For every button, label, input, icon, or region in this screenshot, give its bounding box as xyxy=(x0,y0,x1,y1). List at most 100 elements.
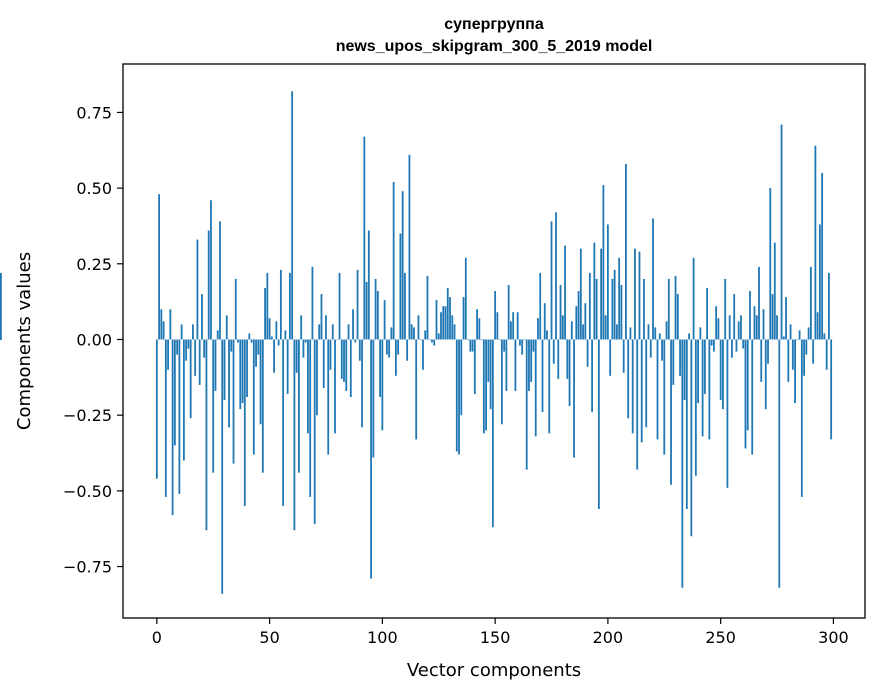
bar xyxy=(661,339,663,361)
bar xyxy=(525,339,528,470)
bar xyxy=(577,291,580,340)
bar xyxy=(602,185,605,340)
bar xyxy=(550,221,553,340)
bar xyxy=(228,339,230,428)
bar xyxy=(155,339,158,479)
bar xyxy=(176,339,179,355)
bar xyxy=(663,339,666,455)
bar xyxy=(566,339,569,379)
bar xyxy=(787,339,790,382)
bar xyxy=(613,269,616,340)
bars-group xyxy=(0,91,833,594)
bar xyxy=(293,339,296,531)
bar xyxy=(674,275,677,340)
bar xyxy=(255,339,257,367)
bar xyxy=(724,278,727,340)
bar xyxy=(658,333,661,340)
bar xyxy=(444,306,447,340)
bar xyxy=(266,272,269,340)
x-axis-ticks: 0 50 100 150 200 250 300 xyxy=(152,618,849,647)
bar xyxy=(158,194,160,340)
bar xyxy=(814,145,817,340)
bar xyxy=(647,324,650,340)
bar xyxy=(187,339,190,349)
bar xyxy=(180,324,183,340)
bar xyxy=(712,339,715,352)
bar xyxy=(591,339,593,413)
bar xyxy=(311,266,314,340)
bar xyxy=(169,309,172,340)
bar xyxy=(818,224,821,340)
bar xyxy=(803,339,805,376)
bar xyxy=(349,339,352,398)
bar xyxy=(780,124,783,340)
bar xyxy=(173,339,176,446)
bar xyxy=(446,288,449,340)
bar xyxy=(773,242,776,340)
bar xyxy=(164,339,167,497)
bar xyxy=(336,339,339,341)
bar xyxy=(212,339,215,473)
x-tick-label: 50 xyxy=(259,628,279,647)
bar xyxy=(751,339,754,455)
bar xyxy=(491,339,494,528)
y-tick-label: 0.00 xyxy=(76,330,112,349)
bar xyxy=(458,339,460,455)
bar xyxy=(805,339,808,355)
bar xyxy=(654,327,657,340)
bar xyxy=(322,339,325,388)
bar xyxy=(767,339,769,364)
bar xyxy=(665,321,668,340)
bar xyxy=(426,275,429,340)
bar xyxy=(476,309,478,340)
y-axis-ticks: −0.75 −0.50 −0.25 0.00 0.25 0.50 0.75 xyxy=(63,103,123,577)
bar xyxy=(812,339,815,364)
bar xyxy=(225,315,228,340)
bar xyxy=(390,327,393,340)
bar xyxy=(455,339,458,452)
bar xyxy=(352,309,354,340)
bar xyxy=(681,339,684,588)
bar xyxy=(221,339,224,594)
bar xyxy=(528,339,530,391)
bar xyxy=(593,242,596,340)
bar xyxy=(309,339,312,497)
bar xyxy=(755,315,758,340)
bar xyxy=(629,327,632,340)
bar xyxy=(620,284,623,340)
bar xyxy=(307,339,309,434)
bar xyxy=(555,212,557,340)
bar xyxy=(300,315,303,340)
y-tick-label: −0.25 xyxy=(63,406,112,425)
bar xyxy=(327,339,330,455)
bar xyxy=(703,339,706,394)
bar xyxy=(778,339,781,588)
bar xyxy=(358,339,361,361)
bar xyxy=(625,163,627,340)
bar xyxy=(559,284,562,340)
bar xyxy=(735,339,738,352)
bar xyxy=(600,248,603,340)
bar xyxy=(182,339,185,461)
bar xyxy=(318,324,321,340)
x-tick-label: 300 xyxy=(818,628,849,647)
bar xyxy=(388,339,391,358)
bar xyxy=(557,339,560,379)
bar xyxy=(372,339,375,458)
bar xyxy=(383,300,386,340)
bar xyxy=(546,330,548,340)
bar xyxy=(825,339,828,370)
bar xyxy=(246,339,248,398)
bar xyxy=(816,312,819,340)
bar xyxy=(706,288,709,340)
bar xyxy=(798,330,801,340)
bar xyxy=(552,339,555,364)
bar xyxy=(259,339,262,425)
chart-subtitle: news_upos_skipgram_300_5_2019 model xyxy=(336,38,653,55)
bar xyxy=(568,339,571,407)
bar xyxy=(419,339,422,341)
bar xyxy=(710,339,713,346)
y-tick-label: 0.50 xyxy=(76,179,112,198)
bar xyxy=(573,339,575,458)
bar xyxy=(634,248,636,340)
